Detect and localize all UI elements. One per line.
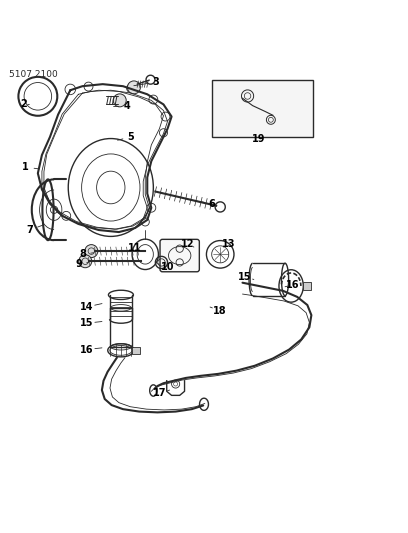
Text: 9: 9 (75, 260, 82, 270)
Text: 15: 15 (80, 318, 93, 328)
Text: 5107 2100: 5107 2100 (9, 70, 58, 79)
Text: 19: 19 (252, 134, 266, 144)
Circle shape (85, 245, 98, 257)
Text: 16: 16 (80, 344, 93, 354)
Text: 18: 18 (213, 306, 227, 316)
Text: 17: 17 (153, 388, 166, 398)
Bar (212, 80, 313, 137)
Circle shape (113, 94, 126, 107)
Text: 5: 5 (128, 132, 134, 142)
Text: 12: 12 (181, 239, 195, 249)
Circle shape (127, 81, 140, 94)
Text: 16: 16 (286, 280, 300, 290)
Text: 2: 2 (20, 100, 27, 109)
Text: 4: 4 (124, 101, 131, 111)
Text: 13: 13 (222, 239, 235, 249)
Text: 8: 8 (79, 249, 86, 260)
Text: 3: 3 (152, 77, 159, 87)
Text: 15: 15 (238, 272, 251, 281)
Text: 1: 1 (22, 162, 29, 172)
Circle shape (79, 255, 92, 268)
Text: 14: 14 (80, 302, 93, 312)
Text: 7: 7 (27, 225, 33, 235)
Bar (132, 347, 140, 353)
Text: 10: 10 (161, 262, 174, 271)
Text: 6: 6 (209, 199, 215, 209)
Bar (303, 282, 311, 290)
FancyBboxPatch shape (160, 239, 200, 272)
Text: 11: 11 (129, 243, 142, 253)
